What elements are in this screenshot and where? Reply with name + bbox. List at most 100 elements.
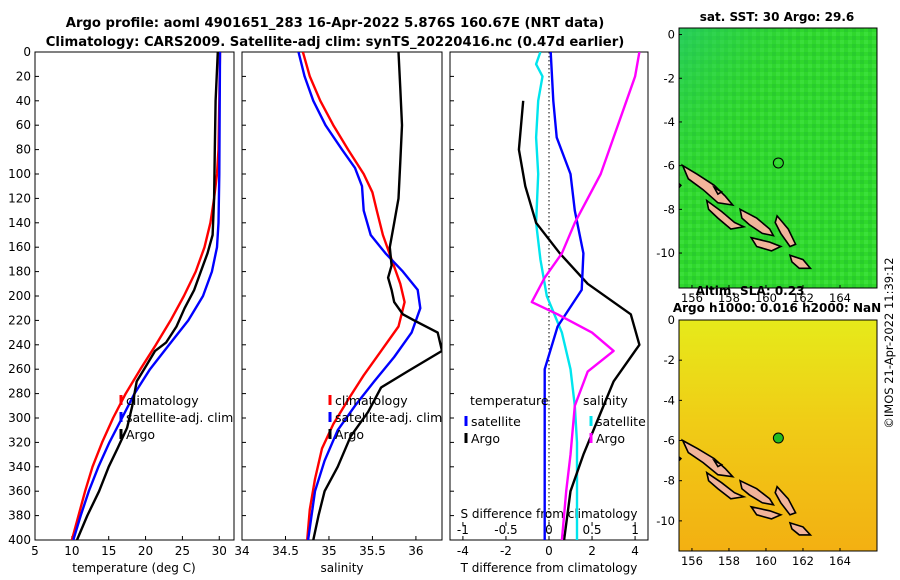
- island-shape: [749, 505, 783, 520]
- x-tick-label: 35.5: [359, 544, 386, 558]
- y-tick-label: 100: [8, 167, 31, 181]
- legend-left-title: temperature: [470, 393, 549, 408]
- series-line-argo: [75, 52, 219, 540]
- diff-series-line: [517, 100, 641, 540]
- lat-tick-label: -2: [664, 353, 675, 367]
- lon-tick-label: 164: [829, 554, 851, 568]
- x-tick-label: 0: [545, 544, 553, 558]
- x-tick-label: 15: [101, 544, 116, 558]
- y-tick-label: 220: [8, 313, 31, 327]
- legend-label: Argo: [596, 431, 625, 446]
- island-shape: [788, 253, 813, 270]
- x-tick-label: 34.5: [272, 544, 299, 558]
- top-x-tick-label: -1: [457, 523, 469, 537]
- top-x-tick-label: 1: [631, 523, 639, 537]
- island-shape: [774, 485, 797, 516]
- map-frame-overlay: [678, 319, 878, 552]
- island-shape: [738, 479, 776, 506]
- sst-map-panel: sat. SST: 30 Argo: 29.6 156 158 160 162 164 0…: [656, 10, 878, 305]
- island-shape: [705, 198, 747, 230]
- diff-series-line: [543, 52, 585, 540]
- lat-tick-label: 0: [668, 28, 675, 42]
- legend-label: Argo: [471, 431, 500, 446]
- sla-map-panel: Altim. SLA: 0.23 Argo h1000: 0.016 h2000…: [656, 284, 881, 568]
- lon-tick-label: 158: [718, 291, 740, 305]
- temperature-xlabel: temperature (deg C): [72, 561, 195, 575]
- lon-tick-label: 162: [792, 554, 814, 568]
- sst-map-title: sat. SST: 30 Argo: 29.6: [700, 10, 854, 24]
- lon-tick-label: 160: [755, 291, 777, 305]
- island-shape: [680, 438, 735, 478]
- imos-credit: ©IMOS 21-Apr-2022 11:39:12: [882, 257, 896, 428]
- salinity-profile-panel: salinity 34 34.5 35 35.5 36 climatology satell…: [234, 51, 443, 575]
- x-tick-label: 5: [31, 544, 39, 558]
- y-tick-label: 60: [16, 118, 31, 132]
- y-tick-label: 400: [8, 533, 31, 547]
- y-tick-label: 260: [8, 362, 31, 376]
- y-tick-label: 40: [16, 94, 31, 108]
- y-tick-label: 380: [8, 509, 31, 523]
- island-shape: [738, 207, 775, 237]
- lat-tick-label: -4: [664, 115, 675, 129]
- legend-label: satellite-adj. clim: [126, 410, 233, 425]
- lon-tick-label: 162: [792, 291, 814, 305]
- lat-tick-label: -10: [656, 246, 675, 260]
- sla-map-title: Altim. SLA: 0.23: [696, 284, 805, 298]
- legend-label: climatology: [126, 393, 199, 408]
- y-tick-label: 0: [23, 45, 31, 59]
- y-tick-label: 360: [8, 484, 31, 498]
- island-shape: [705, 470, 747, 500]
- diff-series-line: [530, 52, 641, 540]
- legend-label: satellite-adj. clim: [335, 410, 442, 425]
- lat-tick-label: 0: [668, 313, 675, 327]
- argo-position-marker: [772, 157, 784, 169]
- x-tick-label: 10: [64, 544, 79, 558]
- x-tick-label: 4: [631, 544, 639, 558]
- top-x-tick-label: -0.5: [494, 523, 517, 537]
- y-tick-label: 120: [8, 191, 31, 205]
- lat-tick-label: -2: [664, 71, 675, 85]
- salinity-xlabel: salinity: [320, 561, 363, 575]
- island-shape: [711, 458, 724, 468]
- diff-series-line: [534, 52, 579, 540]
- difference-xlabel: T difference from climatology: [460, 561, 638, 575]
- argo-position-marker: [772, 432, 784, 444]
- series-line-climatology: [301, 52, 406, 540]
- top-x-tick-label: 0.5: [582, 523, 601, 537]
- y-tick-label: 20: [16, 69, 31, 83]
- x-tick-label: 2: [588, 544, 596, 558]
- y-tick-label: 240: [8, 338, 31, 352]
- map-frame-overlay: [678, 27, 878, 289]
- lat-tick-label: -6: [664, 159, 675, 173]
- y-tick-label: 280: [8, 387, 31, 401]
- island-shape: [712, 185, 724, 196]
- difference-profile-panel: T difference from climatology S differen…: [449, 51, 649, 575]
- series-line-argo: [312, 52, 442, 540]
- x-tick-label: -2: [500, 544, 512, 558]
- island-shape: [788, 521, 813, 536]
- y-tick-label: 180: [8, 265, 31, 279]
- y-tick-label: 140: [8, 216, 31, 230]
- legend-label: Argo: [126, 427, 155, 442]
- x-tick-label: 34: [234, 544, 249, 558]
- y-tick-label: 200: [8, 289, 31, 303]
- x-tick-label: 36: [408, 544, 423, 558]
- x-tick-label: 20: [138, 544, 153, 558]
- island-shape: [774, 214, 797, 248]
- figure-title-line1: Argo profile: aoml 4901651_283 16-Apr-20…: [66, 16, 604, 31]
- legend-label: climatology: [335, 393, 408, 408]
- lat-tick-label: -10: [656, 514, 675, 528]
- lon-tick-label: 164: [829, 291, 851, 305]
- salinity-axes-frame: [241, 51, 443, 541]
- lon-tick-label: 158: [718, 554, 740, 568]
- series-line-climatology: [70, 52, 222, 540]
- x-tick-label: 30: [212, 544, 227, 558]
- y-tick-label: 300: [8, 411, 31, 425]
- lon-tick-label: 156: [681, 554, 703, 568]
- y-tick-label: 340: [8, 460, 31, 474]
- series-line-satellite-adj-clim: [297, 52, 422, 540]
- lat-tick-label: -6: [664, 434, 675, 448]
- temperature-profile-panel: temperature (deg C) 0 20 40 60 80 100 120 140 16…: [8, 45, 235, 575]
- y-tick-label: 320: [8, 435, 31, 449]
